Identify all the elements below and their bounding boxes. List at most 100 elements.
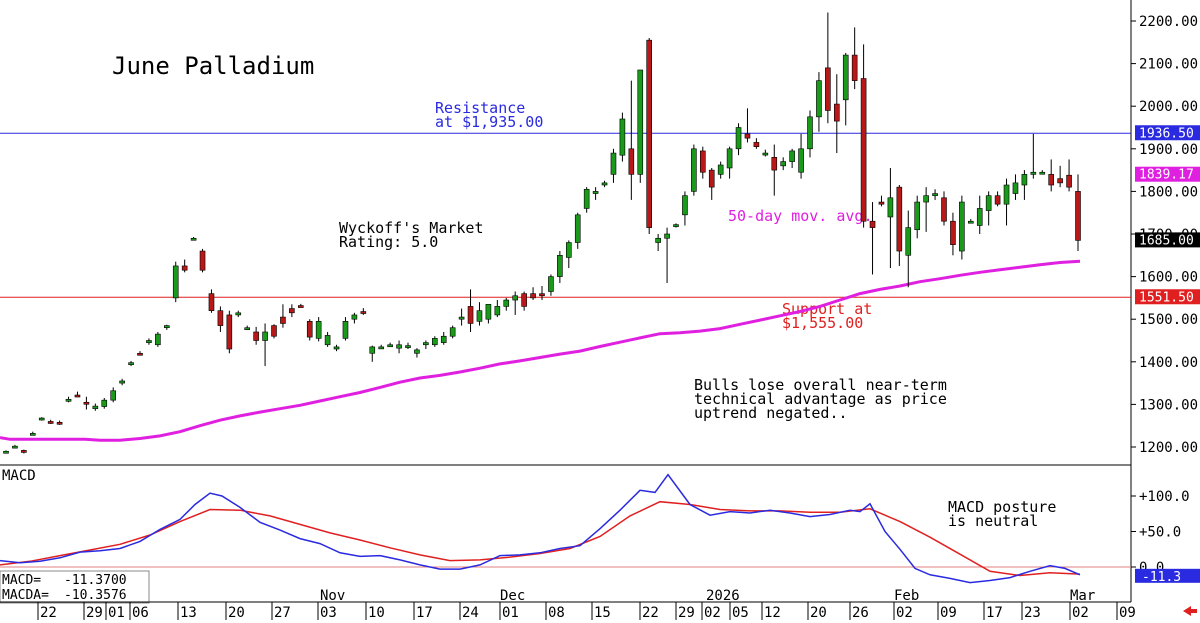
candle-body	[110, 390, 116, 401]
price-tick-label: 1800.00	[1139, 184, 1198, 200]
candle	[297, 303, 304, 308]
resistance-badge-text: 1936.50	[1139, 126, 1194, 141]
time-tick-label: 09	[940, 605, 957, 621]
candle	[423, 340, 429, 350]
price-tick-label: 1900.00	[1139, 142, 1198, 158]
candle	[280, 304, 286, 328]
time-tick-label: 17	[416, 605, 433, 621]
candle	[771, 144, 778, 196]
candle-body	[798, 148, 804, 173]
candle-body	[476, 310, 483, 322]
price-panel	[0, 0, 1131, 465]
candle	[744, 108, 751, 143]
ma-badge: 1839.17	[1135, 166, 1200, 183]
candle-body	[449, 327, 456, 337]
candle-body	[887, 197, 894, 218]
candle	[21, 449, 27, 454]
candle	[74, 391, 81, 398]
candle-body	[431, 338, 438, 346]
candle	[92, 403, 99, 411]
candle	[101, 398, 108, 409]
candle-body	[83, 401, 90, 405]
candle-body	[65, 398, 72, 402]
candle	[146, 338, 152, 345]
candle-body	[369, 346, 376, 354]
price-tick-label: 1300.00	[1139, 397, 1198, 413]
month-label: Nov	[320, 588, 345, 604]
candle-body	[744, 133, 751, 139]
month-label: Feb	[894, 588, 919, 604]
candle-body	[3, 450, 9, 454]
candle-body	[878, 201, 885, 205]
candle	[494, 300, 501, 318]
time-tick-label: 29	[678, 605, 695, 621]
candle	[467, 289, 474, 332]
candle-body	[38, 417, 45, 421]
price-tick-label: 2000.00	[1139, 99, 1198, 115]
candle-body	[56, 421, 63, 425]
price-tick-label: 1200.00	[1139, 440, 1198, 456]
support-label-line-2: $1,555.00	[782, 314, 863, 332]
time-tick-label: 22	[40, 605, 57, 621]
candle-body	[807, 116, 813, 150]
candle-body	[825, 67, 831, 111]
candle-body	[423, 342, 429, 346]
candle-body	[816, 80, 822, 118]
candle-body	[610, 152, 617, 175]
candle-body	[458, 316, 465, 320]
ma-badge-text: 1839.17	[1139, 168, 1194, 183]
candle-body	[405, 345, 411, 348]
macd-line	[0, 473, 1081, 584]
candle	[414, 348, 420, 358]
time-tick-label: 01	[108, 605, 125, 621]
macd-last-badge: -11.3	[1135, 568, 1200, 585]
candle-body	[1075, 191, 1081, 241]
candle	[708, 167, 715, 200]
candle	[458, 308, 465, 326]
time-tick-label: 01	[502, 605, 519, 621]
time-tick-label: 12	[764, 605, 781, 621]
candle-body	[959, 201, 965, 252]
candle	[324, 331, 331, 347]
candle-body	[789, 150, 795, 162]
candle	[431, 336, 438, 347]
candle-body	[628, 148, 635, 175]
candle-body	[1012, 182, 1019, 194]
candle	[387, 342, 393, 348]
candle	[119, 378, 125, 386]
time-tick-label: 05	[732, 605, 749, 621]
candle	[878, 195, 885, 207]
candle	[449, 325, 456, 339]
candle-body	[780, 161, 787, 167]
candle	[959, 195, 965, 260]
candle	[923, 187, 929, 232]
macd-readout-value: -11.3700	[64, 573, 127, 588]
candle-body	[539, 293, 545, 297]
candle-body	[860, 78, 867, 222]
candle	[3, 450, 9, 454]
candle-body	[941, 197, 947, 222]
candle	[976, 195, 983, 234]
candle-body	[29, 433, 36, 436]
candle	[619, 112, 626, 162]
candles	[3, 12, 1081, 454]
candle-body	[315, 321, 322, 339]
candle-body	[155, 333, 161, 346]
macd-tick-label: +100.0	[1139, 489, 1190, 505]
candle	[967, 219, 974, 224]
candle-body	[753, 142, 760, 147]
candle-body	[226, 314, 233, 350]
resistance-label-line-2: at $1,935.00	[435, 113, 543, 131]
candle-body	[47, 421, 54, 424]
last-price-badge-text: 1685.00	[1139, 233, 1194, 248]
candle	[217, 306, 224, 332]
candle	[726, 146, 733, 179]
candle-body	[1021, 174, 1028, 186]
comment-line-2: technical advantage as price	[694, 390, 947, 408]
scroll-left-arrow-icon[interactable]	[1183, 606, 1197, 616]
candle-body	[530, 293, 536, 299]
time-tick-label: 26	[852, 605, 869, 621]
candle-body	[557, 255, 563, 277]
candle-body	[726, 148, 733, 169]
candle	[789, 148, 795, 168]
